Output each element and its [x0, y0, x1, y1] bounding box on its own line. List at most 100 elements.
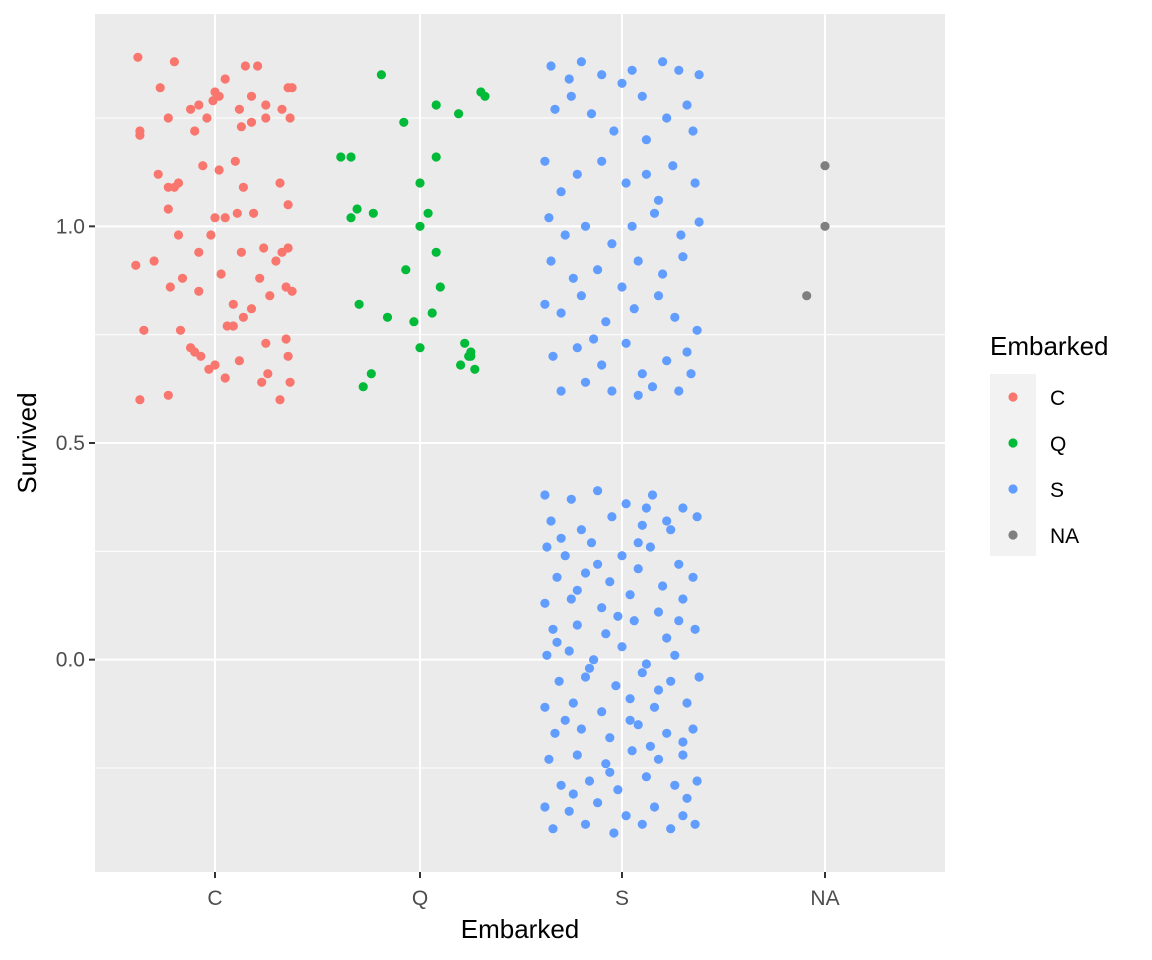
point-c-25 [261, 113, 271, 123]
point-s-78 [560, 551, 570, 561]
y-axis-title: Survived [12, 392, 42, 493]
point-q-27 [456, 360, 466, 370]
point-s-40 [556, 308, 566, 318]
point-s-87 [658, 581, 668, 591]
point-s-121 [605, 733, 615, 743]
y-tick-label-1: 0.5 [56, 432, 85, 455]
point-s-13 [641, 135, 652, 145]
point-s-80 [617, 551, 627, 561]
point-c-73 [210, 360, 220, 370]
point-s-108 [580, 672, 591, 682]
point-q-30 [366, 369, 376, 379]
point-s-85 [605, 577, 615, 587]
y-tick-label-0: 0.0 [56, 649, 85, 672]
point-c-41 [173, 230, 184, 240]
point-s-68 [621, 499, 631, 509]
point-s-43 [629, 304, 639, 314]
point-s-66 [566, 494, 576, 504]
legend-key-s [1008, 484, 1018, 494]
point-c-76 [257, 377, 267, 387]
point-s-143 [548, 824, 558, 834]
point-s-19 [597, 156, 607, 166]
point-c-11 [240, 61, 250, 71]
point-s-11 [586, 109, 597, 119]
point-q-8 [431, 152, 441, 162]
point-s-10 [566, 91, 576, 101]
point-c-10 [220, 74, 230, 84]
point-s-130 [678, 750, 688, 760]
point-c-60 [139, 325, 149, 335]
axes: 0.0 0.5 1.0 C Q S NA [56, 215, 840, 910]
point-s-123 [662, 728, 672, 738]
point-q-9 [415, 178, 425, 188]
point-s-90 [566, 594, 576, 604]
point-q-26 [466, 351, 476, 361]
point-s-107 [554, 676, 564, 686]
point-s-36 [633, 256, 643, 266]
point-s-67 [593, 486, 603, 496]
point-q-17 [435, 282, 445, 292]
point-s-7 [682, 100, 692, 110]
point-c-42 [131, 260, 141, 270]
point-c-66 [246, 304, 257, 314]
point-s-2 [597, 70, 607, 80]
point-s-77 [542, 542, 552, 552]
point-c-30 [198, 161, 208, 171]
point-c-68 [281, 334, 291, 344]
point-c-33 [238, 182, 248, 192]
point-s-144 [580, 819, 591, 829]
point-c-20 [214, 91, 224, 101]
point-s-113 [540, 702, 550, 712]
x-tick-label-0: C [207, 887, 222, 910]
point-c-14 [261, 100, 271, 110]
point-s-95 [548, 624, 558, 634]
point-s-124 [688, 724, 698, 734]
point-s-136 [692, 776, 702, 786]
point-s-14 [662, 113, 672, 123]
point-s-141 [649, 802, 660, 812]
point-s-16 [540, 156, 550, 166]
point-q-13 [423, 208, 433, 218]
point-s-73 [607, 512, 617, 522]
point-s-149 [556, 533, 566, 543]
point-s-63 [589, 334, 599, 344]
y-tick-label-2: 1.0 [56, 215, 85, 238]
point-s-118 [682, 698, 692, 708]
point-s-6 [674, 65, 684, 75]
point-s-155 [560, 715, 570, 725]
point-s-166 [641, 503, 652, 513]
point-s-86 [633, 564, 643, 574]
point-s-98 [629, 616, 639, 626]
point-c-43 [149, 256, 159, 266]
point-s-56 [607, 386, 617, 396]
point-s-71 [546, 516, 556, 526]
point-s-64 [686, 369, 696, 379]
point-c-45 [206, 230, 216, 240]
point-s-97 [601, 629, 611, 639]
point-c-13 [246, 91, 257, 101]
data-points [131, 52, 830, 838]
point-c-65 [238, 312, 248, 322]
point-s-111 [666, 676, 676, 686]
point-c-28 [153, 169, 163, 179]
point-s-109 [611, 681, 621, 691]
point-q-10 [346, 213, 356, 223]
point-s-47 [548, 351, 558, 361]
point-s-119 [550, 728, 560, 738]
point-c-75 [234, 356, 244, 366]
point-s-21 [641, 169, 652, 179]
legend-label-c: C [1050, 387, 1065, 410]
point-s-46 [692, 325, 702, 335]
point-s-35 [617, 282, 627, 292]
point-c-59 [194, 286, 204, 296]
point-c-31 [230, 156, 240, 166]
point-c-21 [202, 113, 212, 123]
point-c-16 [287, 83, 297, 93]
point-s-156 [645, 741, 656, 751]
point-c-81 [275, 395, 285, 405]
point-s-5 [658, 57, 668, 67]
point-s-146 [637, 819, 647, 829]
point-s-102 [564, 646, 574, 656]
point-c-4 [155, 83, 165, 93]
point-s-23 [690, 178, 700, 188]
